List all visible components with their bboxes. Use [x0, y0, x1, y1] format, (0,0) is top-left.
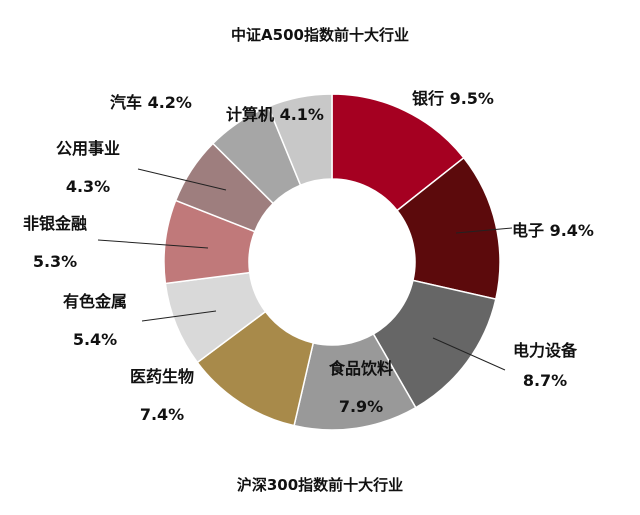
slice-value-6: 5.4% [73, 330, 117, 349]
leader-line-3 [432, 337, 506, 371]
chart-caption: 沪深300指数前十大行业 [237, 476, 403, 494]
slice-name-8: 公用事业 [56, 139, 120, 158]
slice-value-7: 5.3% [33, 252, 77, 271]
slice-name-4: 食品饮料 [328, 359, 393, 378]
chart-title: 中证A500指数前十大行业 [231, 26, 409, 44]
slice-name-7: 非银金融 [23, 214, 87, 233]
slice-label-2: 电子 9.4% [512, 221, 594, 240]
slice-1 [331, 93, 465, 212]
slice-label-9: 汽车 4.2% [110, 93, 192, 112]
slice-name-6: 有色金属 [63, 292, 127, 311]
leader-line-2 [455, 227, 513, 234]
slice-label-10: 计算机 4.1% [226, 105, 324, 124]
leader-line-6 [141, 310, 217, 322]
leader-line-8 [137, 168, 227, 191]
slice-name-3: 电力设备 [513, 341, 578, 360]
slice-name-5: 医药生物 [130, 367, 194, 386]
donut-slices [163, 93, 501, 431]
slice-labels: 银行 9.5% 电子 9.4% 电力设备 8.7% 食品饮料 7.9% 医药生物 7.4% 有色… [23, 89, 594, 424]
slice-value-3: 8.7% [523, 371, 567, 390]
slice-label-1: 银行 9.5% [412, 89, 494, 108]
slice-value-4: 7.9% [339, 397, 383, 416]
slice-10 [267, 93, 333, 187]
slice-value-8: 4.3% [66, 177, 110, 196]
leader-line-7 [97, 239, 209, 249]
slice-value-5: 7.4% [140, 405, 184, 424]
leader-lines [97, 168, 513, 371]
